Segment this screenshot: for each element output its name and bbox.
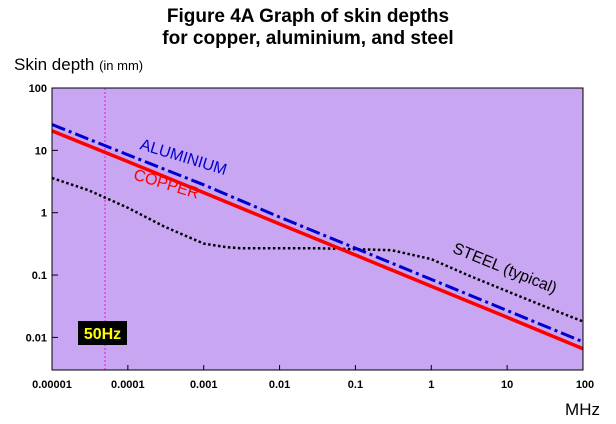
y-tick-label: 1 — [41, 208, 47, 220]
x-axis-unit: MHz — [565, 400, 600, 419]
series-line-copper — [51, 129, 584, 351]
title-line-2: for copper, aluminium, and steel — [162, 28, 454, 49]
x-tick-label: 0.1 — [348, 379, 363, 391]
x-tick-label: 100 — [576, 379, 594, 391]
series-line-steel-typical — [51, 176, 584, 323]
y-tick-label: 10 — [35, 145, 47, 157]
y-tick-label: 100 — [29, 83, 47, 95]
y-axis-unit: (in mm) — [99, 58, 144, 73]
series-line-aluminium — [51, 123, 584, 344]
x-tick-label: 0.001 — [190, 379, 218, 391]
title-line-1: Figure 4A Graph of skin depths — [166, 6, 450, 27]
chart-title: Figure 4A Graph of skin depths for coppe… — [0, 6, 616, 50]
x-tick-label: 1 — [428, 379, 434, 391]
plot-area — [52, 88, 583, 370]
y-tick-label: 0.01 — [26, 332, 47, 344]
frequency-marker-label: 50Hz — [84, 326, 121, 343]
frequency-marker-badge — [78, 321, 127, 345]
y-axis-label-text: Skin depth — [14, 55, 95, 74]
x-tick-label: 0.00001 — [32, 379, 72, 391]
x-tick-label: 0.01 — [269, 379, 290, 391]
x-tick-label: 0.0001 — [111, 379, 145, 391]
y-axis-label: Skin depth (in mm) — [14, 55, 143, 75]
x-tick-label: 10 — [501, 379, 513, 391]
plot-border — [51, 87, 584, 371]
y-tick-label: 0.1 — [32, 270, 47, 282]
